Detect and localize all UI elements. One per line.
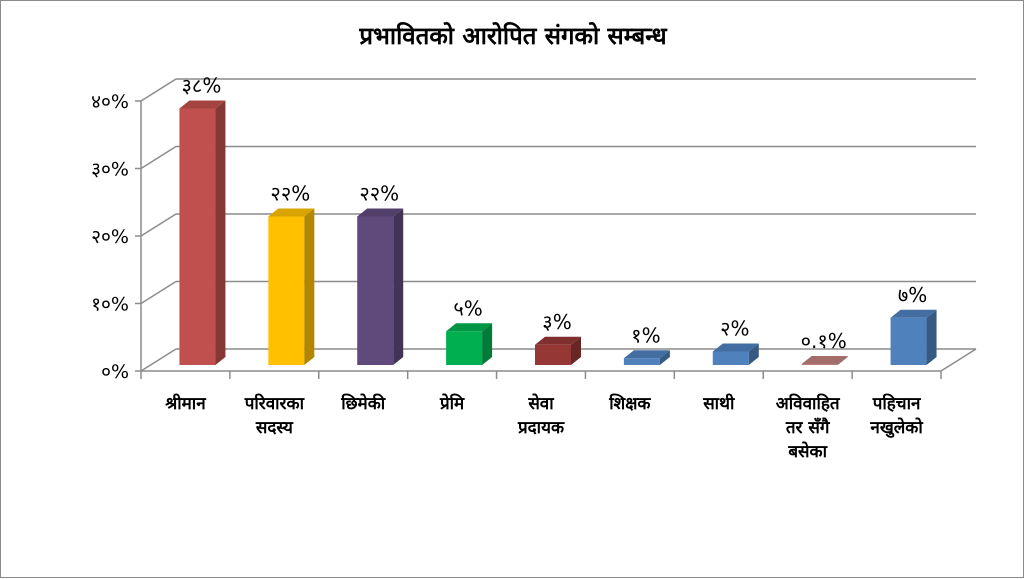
bar (890, 317, 927, 365)
floor-edge (940, 348, 977, 372)
data-label: ७% (898, 283, 927, 307)
bar-side (393, 208, 404, 365)
x-tick-label: अविवाहित (776, 393, 841, 414)
bar-top (446, 323, 493, 332)
bar-top (890, 309, 937, 318)
bar-top (179, 100, 226, 109)
x-tick-label: बसेका (787, 441, 827, 462)
x-tick-label: श्रीमान (164, 393, 206, 414)
x-tick-label: शिक्षक (608, 393, 651, 414)
bar (801, 364, 838, 365)
data-label: २२% (359, 182, 399, 206)
y-tick-label: ३०% (91, 159, 129, 181)
x-tick-label: सेवा (527, 393, 554, 414)
data-label: ३% (542, 310, 571, 334)
x-tick-label: पहिचान (872, 393, 921, 414)
bar (535, 344, 571, 365)
x-tick-label: प्रदायक (517, 418, 565, 438)
bar-top (623, 350, 670, 359)
gridline-depth (140, 78, 177, 102)
bar-side (482, 323, 493, 365)
y-tick-label: २०% (91, 226, 129, 248)
gridline-depth (140, 348, 177, 372)
y-tick-label: ०% (101, 361, 129, 383)
bar-top (268, 208, 315, 217)
bar-side (748, 343, 759, 365)
data-label: ५% (453, 296, 482, 320)
bar-side (837, 356, 848, 365)
bar-side (571, 336, 581, 365)
gridline-depth (140, 145, 177, 170)
bar-side (304, 208, 315, 365)
bar-top (357, 208, 404, 217)
bar-top (535, 336, 581, 345)
bar (623, 358, 660, 365)
x-tick-label: तर सँगै (785, 417, 831, 438)
chart-title: प्रभावितको आरोपित संगको सम्बन्ध (359, 22, 667, 50)
bar-side (215, 100, 226, 365)
y-tick-label: १०% (91, 294, 129, 316)
bar (179, 108, 216, 365)
data-label: २% (720, 317, 749, 341)
x-tick-label: छिमेकी (340, 393, 386, 414)
bar (712, 351, 749, 365)
bar (446, 331, 483, 365)
bar-side (659, 350, 670, 365)
bar (357, 216, 394, 365)
bar-top (712, 343, 759, 352)
data-label: ३८% (182, 74, 222, 98)
x-tick-label: सदस्य (255, 418, 294, 438)
bar-top (801, 356, 848, 364)
x-tick-label: परिवारका (244, 393, 305, 414)
y-tick-label: ४०% (91, 91, 129, 113)
bar-side (926, 309, 937, 365)
gridline-depth (140, 213, 177, 237)
x-tick-label: प्रेमि (439, 393, 465, 414)
data-label: २२% (270, 182, 310, 206)
bar (268, 216, 305, 365)
gridline-depth (140, 280, 177, 305)
data-label: १% (631, 323, 660, 347)
data-label: ०.१% (801, 329, 847, 353)
x-tick-label: नखुलेको (869, 417, 923, 438)
x-tick-label: साथी (702, 393, 735, 414)
